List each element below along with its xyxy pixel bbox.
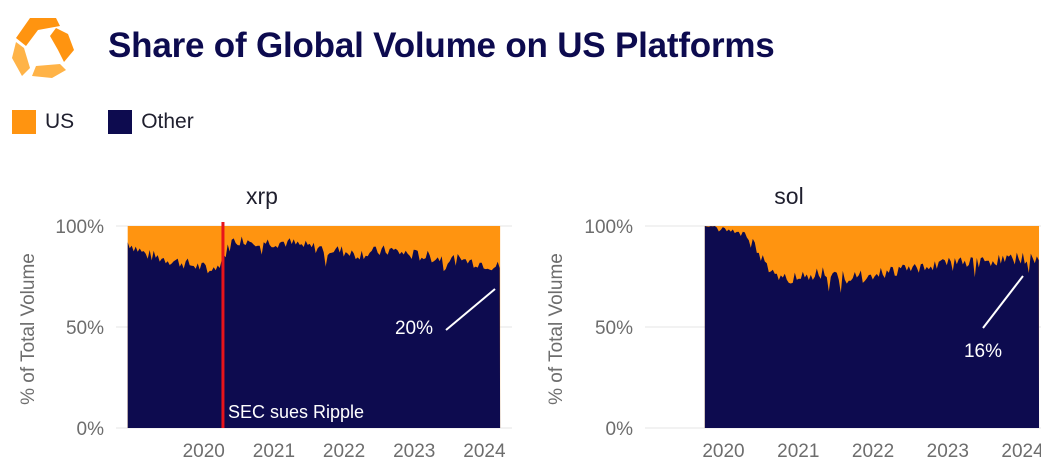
- legend-item-us: US: [12, 110, 74, 134]
- annotation-label-pct: 20%: [395, 318, 433, 339]
- x-tick-label: 2023: [927, 441, 969, 462]
- legend-label-us: US: [45, 110, 75, 133]
- annotation-leader-line: [445, 288, 496, 331]
- panel-title-sol: sol: [774, 183, 803, 209]
- area-series-other: [704, 226, 1040, 428]
- page-title: Share of Global Volume on US Platforms: [108, 26, 775, 65]
- x-tick-label: 2024: [1001, 441, 1041, 462]
- x-tick-label: 2024: [463, 441, 506, 462]
- panel-title-xrp: xrp: [246, 183, 278, 209]
- y-tick-label: 100%: [584, 217, 633, 238]
- legend-swatch-us: [12, 110, 36, 134]
- legend-label-other: Other: [141, 110, 194, 133]
- x-tick-label: 2020: [183, 441, 225, 462]
- x-tick-label: 2022: [852, 441, 894, 462]
- y-tick-label: 100%: [55, 217, 104, 238]
- legend-item-other: Other: [108, 110, 194, 134]
- y-tick-label: 0%: [606, 419, 634, 440]
- y-axis-label: % of Total Volume: [546, 253, 567, 405]
- x-tick-label: 2023: [393, 441, 435, 462]
- brand-logo: [10, 14, 76, 82]
- y-axis-label: % of Total Volume: [18, 253, 39, 405]
- annotation-leader-line: [982, 275, 1024, 329]
- area-series-other: [127, 236, 501, 428]
- event-marker-label: SEC sues Ripple: [228, 402, 364, 422]
- x-tick-label: 2020: [702, 441, 744, 462]
- y-tick-label: 50%: [66, 318, 104, 339]
- annotation-label-pct: 16%: [964, 341, 1002, 362]
- x-tick-label: 2022: [323, 441, 365, 462]
- y-tick-label: 50%: [595, 318, 633, 339]
- x-tick-label: 2021: [777, 441, 819, 462]
- y-tick-label: 0%: [77, 419, 105, 440]
- legend-swatch-other: [108, 110, 133, 134]
- x-tick-label: 2021: [253, 441, 295, 462]
- chart-legend: US Other: [12, 110, 228, 134]
